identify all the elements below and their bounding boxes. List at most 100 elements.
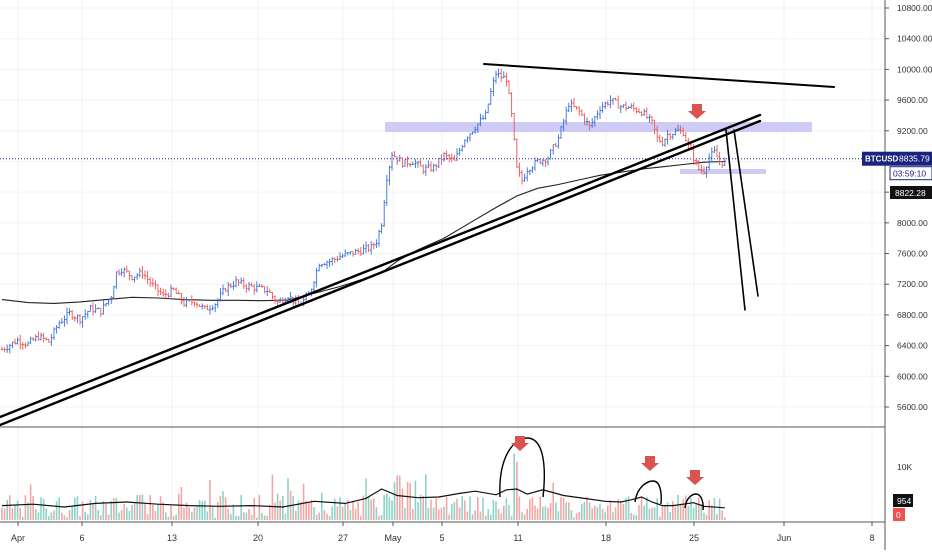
- time-tick-label: 13: [167, 533, 177, 543]
- volume-bar: [443, 506, 445, 520]
- volume-bar: [100, 515, 102, 520]
- time-tick-label: Apr: [11, 533, 25, 543]
- volume-bar: [523, 514, 526, 520]
- volume-bar: [107, 514, 110, 520]
- countdown-tag: 03:59:10: [893, 169, 926, 179]
- volume-bar: [271, 474, 274, 520]
- volume-bar: [321, 492, 323, 520]
- volume-bar: [427, 507, 430, 520]
- volume-bar: [492, 500, 495, 520]
- volume-bar: [292, 496, 294, 520]
- volume-bar: [560, 497, 562, 520]
- volume-bar: [188, 507, 190, 520]
- volume-bar: [89, 499, 92, 520]
- price-tick-label: 6800.00: [897, 310, 928, 320]
- volume-bar: [219, 495, 222, 520]
- volume-bar: [305, 500, 307, 520]
- volume-bar: [9, 495, 11, 520]
- volume-bar: [331, 506, 333, 520]
- volume-bar: [635, 515, 638, 520]
- volume-bar: [113, 498, 115, 520]
- volume-bar: [648, 508, 651, 520]
- volume-bar: [240, 494, 242, 520]
- volume-bar: [640, 497, 643, 520]
- volume-bar: [157, 503, 159, 520]
- volume-bar: [243, 512, 245, 520]
- volume-bar: [375, 507, 378, 520]
- volume-bar: [531, 497, 534, 520]
- volume-bar: [461, 496, 463, 520]
- volume-bar: [326, 514, 328, 520]
- volume-bar: [146, 514, 149, 520]
- volume-bar: [700, 503, 703, 520]
- volume-bar: [178, 493, 180, 520]
- volume-bar: [170, 505, 172, 520]
- support-resistance-zones: [0, 122, 885, 174]
- volume-bar: [352, 500, 354, 520]
- volume-bar: [685, 495, 687, 520]
- volume-bar: [235, 515, 237, 520]
- volume-tag-2: 0: [896, 510, 901, 520]
- volume-bar: [607, 505, 609, 520]
- volume-bar: [269, 505, 271, 520]
- volume-bar: [58, 497, 60, 520]
- volume-bar: [61, 512, 63, 520]
- volume-bar: [357, 501, 359, 520]
- volume-bar: [432, 507, 435, 520]
- volume-bar: [708, 500, 710, 520]
- volume-bar: [562, 497, 565, 520]
- volume-bar: [557, 511, 560, 520]
- volume-bar: [396, 475, 398, 520]
- volume-bump-arc-2: [684, 493, 704, 511]
- volume-bar: [136, 495, 138, 520]
- volume-bar: [50, 512, 53, 520]
- price-tick-label: 9200.00: [897, 126, 928, 136]
- volume-bar: [549, 503, 552, 520]
- volume-bar: [388, 497, 391, 520]
- volume-bar: [118, 512, 120, 520]
- price-tick-label: 10800.00: [897, 3, 932, 13]
- volume-bar: [391, 500, 393, 520]
- volume-bar: [393, 482, 396, 520]
- volume-bar: [32, 495, 34, 520]
- volume-bar: [97, 510, 99, 520]
- volume-bar: [552, 482, 554, 520]
- volume-bar: [526, 508, 528, 520]
- resistance-zone: [385, 122, 812, 132]
- volume-bar: [651, 507, 653, 520]
- volume-pane: [0, 426, 885, 520]
- volume-bar: [76, 496, 79, 520]
- volume-bar: [245, 512, 248, 520]
- volume-bar: [341, 506, 344, 520]
- volume-bar: [386, 493, 388, 520]
- volume-bar: [383, 494, 385, 520]
- volume-bar: [445, 496, 448, 520]
- volume-bar: [573, 517, 575, 520]
- volume-bar: [643, 505, 645, 520]
- volume-bar: [469, 496, 471, 520]
- volume-bar: [401, 488, 404, 520]
- time-tick-label: 18: [601, 533, 611, 543]
- volume-bar: [123, 503, 125, 520]
- price-tick-label: 6400.00: [897, 341, 928, 351]
- volume-bar: [209, 479, 211, 520]
- volume-bar: [497, 509, 500, 520]
- trend-drawings[interactable]: [0, 63, 835, 511]
- volume-bar: [24, 495, 27, 520]
- volume-bar: [87, 514, 89, 520]
- volume-bar: [479, 511, 482, 520]
- volume-bar: [612, 512, 614, 520]
- volume-bar: [206, 511, 209, 520]
- time-tick-label: 5: [439, 533, 444, 543]
- volume-bar: [214, 517, 216, 520]
- volume-bar: [193, 507, 196, 520]
- moving-average: [1, 160, 725, 304]
- volume-bar: [263, 515, 266, 520]
- volume-bar: [588, 502, 591, 520]
- volume-bar: [237, 516, 240, 520]
- volume-bar: [690, 498, 692, 520]
- volume-bar: [201, 501, 203, 520]
- price-tick-label: 7600.00: [897, 249, 928, 259]
